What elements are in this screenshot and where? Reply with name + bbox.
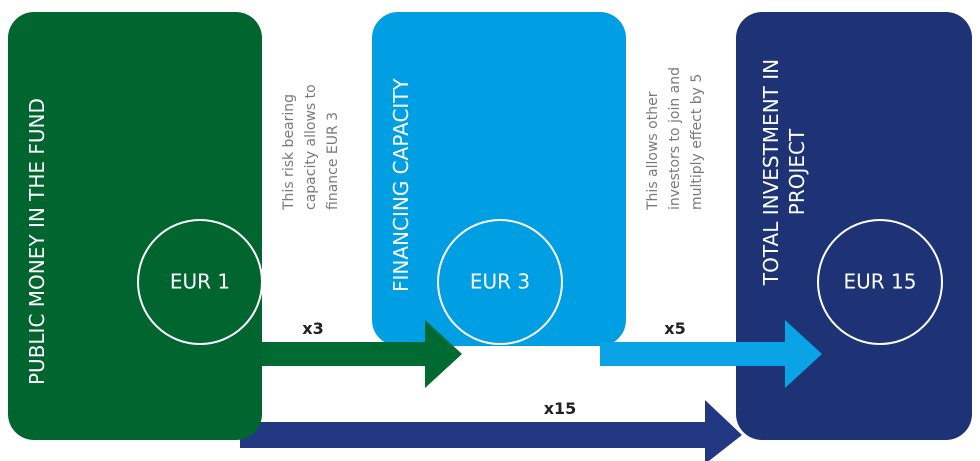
arrow-label: x15: [544, 399, 577, 418]
box-financing: [372, 12, 626, 346]
arrow-x5: [600, 320, 822, 388]
note: multiply effect by 5: [689, 74, 705, 210]
box-public: [8, 12, 262, 440]
node-title: TOTAL INVESTMENT IN: [759, 59, 783, 286]
node-value: EUR 1: [170, 270, 230, 294]
circle: [437, 219, 563, 345]
arrow-label: x3: [302, 319, 323, 338]
note: capacity allows to: [303, 84, 319, 210]
note: This allows other: [645, 91, 661, 211]
circle: [137, 219, 263, 345]
node-title: PROJECT: [785, 128, 809, 215]
node-title: PUBLIC MONEY IN THE FUND: [25, 98, 49, 385]
arrow-label: x5: [664, 319, 685, 338]
node-value: EUR 15: [844, 270, 917, 294]
arrow-x15: [240, 400, 742, 461]
note: investors to join and: [667, 67, 683, 210]
circle: [817, 219, 943, 345]
node-value: EUR 3: [470, 270, 530, 294]
arrow-x3: [262, 320, 462, 388]
note: This risk bearing: [281, 94, 297, 211]
node-title: FINANCING CAPACITY: [389, 77, 413, 292]
note: finance EUR 3: [325, 112, 341, 210]
